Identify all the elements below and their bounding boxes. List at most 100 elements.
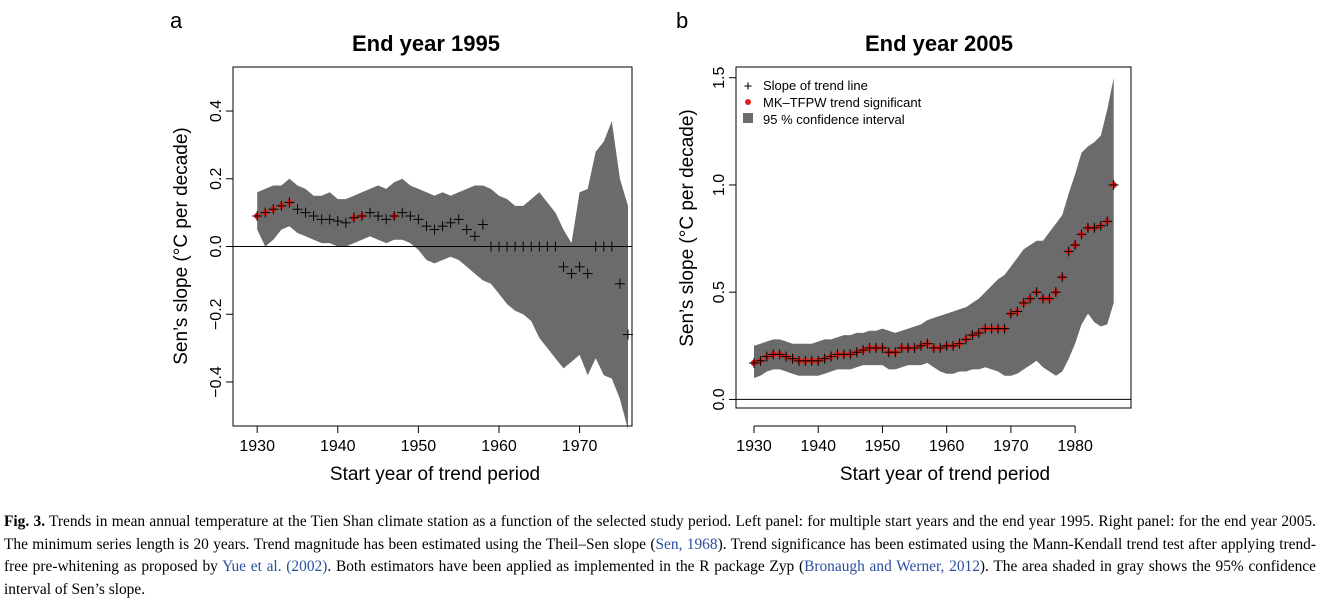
panel-b-x-tick-label: 1960 [929, 438, 965, 455]
caption-ref-bronaugh[interactable]: Bronaugh and Werner, 2012 [804, 558, 980, 575]
panel-a-slope-point [340, 217, 351, 228]
panel-a-slope-point [324, 214, 335, 225]
panel-b-title: End year 2005 [865, 31, 1013, 56]
panel-b-xlabel: Start year of trend period [840, 464, 1050, 485]
panel-b-x-tick-label: 1950 [865, 438, 901, 455]
panel-a-slope-point [405, 211, 416, 222]
panel-b-y-tick-label: 1.5 [711, 67, 728, 89]
panel-b-y-tick-label: 1.0 [711, 174, 728, 196]
panel-a-slope-point [260, 207, 271, 218]
panel-a-slope-point [614, 278, 625, 289]
panel-a-ci-band [257, 121, 628, 430]
panel-a-slope-point [445, 217, 456, 228]
panel-a-slope-point [550, 241, 561, 252]
panel-a-slope-point [308, 211, 319, 222]
panel-a-x-tick-label: 1930 [239, 438, 275, 455]
panel-b-slope-point [851, 347, 862, 358]
panel-b-x-tick-label: 1940 [800, 438, 836, 455]
panel-a-slope-point [300, 207, 311, 218]
panel-b-slope-point [826, 351, 837, 362]
caption-text-1: Trends in mean annual temperature at the… [4, 513, 1316, 553]
panel-a-slope-point [606, 241, 617, 252]
panel-b-slope-point [967, 330, 978, 341]
legend: + Slope of trend line MK–TFPW trend sign… [743, 78, 922, 127]
panel-a-plot [233, 121, 633, 430]
panel-a-slope-point [421, 221, 432, 232]
panel-b-slope-point [787, 353, 798, 364]
panel-b-slope-point [1076, 229, 1087, 240]
panel-a-slope-point [558, 261, 569, 272]
panel-a-slope-point [566, 268, 577, 279]
panel-b-slope-point [1031, 287, 1042, 298]
panel-a-slope-point [292, 204, 303, 215]
panel-a-xlabel: Start year of trend period [330, 464, 540, 485]
panel-b-slope-point [858, 345, 869, 356]
legend-red-dot [745, 99, 751, 105]
panel-a: a End year 1995 Start year of trend peri… [170, 8, 633, 485]
panel-b-slope-point [1095, 220, 1106, 231]
panel-a-slope-point [453, 214, 464, 225]
panel-b-y-tick-label: 0.0 [711, 388, 728, 410]
panel-b-x-tick-label: 1930 [736, 438, 772, 455]
figure-caption: Fig. 3. Trends in mean annual temperatur… [4, 511, 1316, 601]
panel-b-slope-point [781, 351, 792, 362]
panel-b-slope-point [755, 355, 766, 366]
panel-b-slope-point [813, 355, 824, 366]
panel-b-slope-point [1018, 297, 1029, 308]
caption-text-2: ). Trend significance has been estimated… [4, 535, 1316, 576]
panel-a-x-tick-label: 1950 [401, 438, 437, 455]
panel-a-y-tick-label: −0.4 [208, 366, 225, 398]
panel-b-slope-point [1108, 179, 1119, 190]
caption-lead: Fig. 3. [4, 513, 46, 530]
caption-text-3: . Both estimators have been applied as i… [327, 558, 805, 575]
legend-label-significant: MK–TFPW trend significant [763, 95, 922, 110]
panel-b-x-tick-label: 1980 [1057, 438, 1093, 455]
panel-a-y-tick-label: 0.2 [208, 168, 225, 190]
panel-a-letter: a [170, 8, 183, 33]
panel-a-y-tick-label: −0.2 [208, 298, 225, 330]
panel-b-slope-point [999, 323, 1010, 334]
panel-b-slope-point [877, 342, 888, 353]
legend-gray-swatch [743, 113, 753, 123]
caption-text-4: ). The area shaded in gray shows the 95%… [4, 558, 1316, 598]
panel-a-slope-point [469, 231, 480, 242]
panel-a-slope-point [477, 219, 488, 230]
panel-b-slope-point [1025, 293, 1036, 304]
panel-a-slope-point [397, 207, 408, 218]
panel-a-axes: 1930 1940 1950 1960 1970 −0.4 −0.2 0.0 0.2 0.4 [208, 100, 598, 455]
panel-b: b End year 2005 Start year of trend peri… [676, 8, 1132, 485]
panel-b-plot [736, 77, 1131, 400]
panel-b-slope-point [954, 338, 965, 349]
panel-b-slope-point [948, 340, 959, 351]
caption-ref-sen[interactable]: Sen, 1968 [655, 535, 718, 553]
panel-b-x-tick-label: 1970 [993, 438, 1029, 455]
panel-b-slope-point [1050, 287, 1061, 298]
panel-a-x-tick-label: 1970 [562, 438, 598, 455]
panel-b-axes: 1930 1940 1950 1960 1970 1980 0.0 0.5 1.0 1.5 [711, 67, 1093, 455]
panel-b-slope-point [1005, 308, 1016, 319]
panel-a-slope-point [574, 261, 585, 272]
panel-b-slope-point [774, 349, 785, 360]
panel-a-slope-point [276, 200, 287, 211]
panel-b-slope-point [1089, 222, 1100, 233]
panel-b-slope-point [973, 327, 984, 338]
panel-a-slope-point [268, 204, 279, 215]
panel-a-slope-point [461, 224, 472, 235]
panel-b-ylabel: Sen’s slope (°C per decade) [677, 109, 698, 347]
panel-a-slope-point [332, 216, 343, 227]
panel-a-slope-point [429, 224, 440, 235]
panel-b-slope-point [1063, 246, 1074, 257]
legend-label-ci: 95 % confidence interval [763, 112, 905, 127]
panel-b-slope-point [909, 342, 920, 353]
panel-b-slope-point [922, 338, 933, 349]
panel-b-slope-point [1012, 306, 1023, 317]
panel-b-slope-point [819, 353, 830, 364]
panel-b-letter: b [676, 8, 688, 33]
panel-b-y-tick-label: 0.5 [711, 281, 728, 303]
panel-a-slope-point [356, 211, 367, 222]
panel-b-slope-point [748, 357, 759, 368]
panel-b-slope-point [935, 342, 946, 353]
legend-plus-glyph: + [744, 78, 753, 95]
caption-ref-yue[interactable]: Yue et al. (2002) [222, 558, 328, 575]
panel-a-slope-point [622, 329, 633, 340]
